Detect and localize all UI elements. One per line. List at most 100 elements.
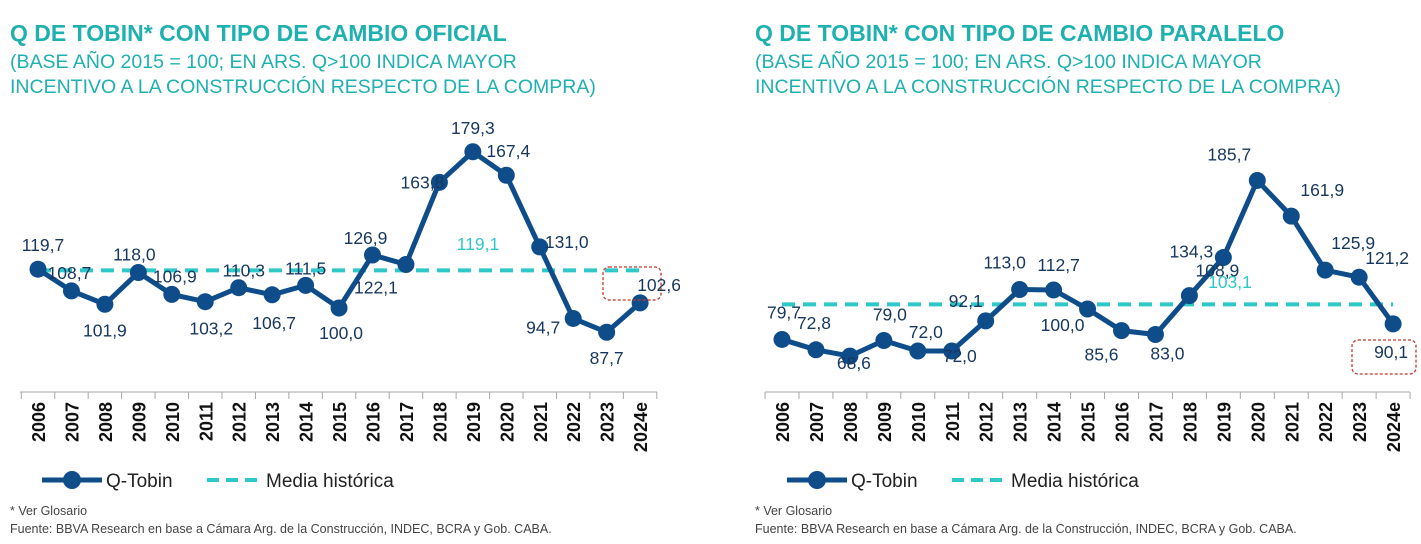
glossary-note: * Ver Glosario [10,504,88,518]
data-label: 90,1 [1374,342,1408,362]
x-tick-label: 2022 [564,402,584,442]
data-label: 87,7 [590,348,624,368]
chart-title: Q DE TOBIN* CON TIPO DE CAMBIO PARALELO [755,20,1285,46]
highlight-box [602,266,662,301]
x-tick-label: 2023 [598,402,618,442]
x-tick-label: 2021 [531,402,551,442]
chart-subtitle: (BASE AÑO 2015 = 100; EN ARS. Q>100 INDI… [755,51,1341,98]
data-point [364,246,381,264]
x-tick-label: 2006 [773,402,793,442]
x-tick-label: 2011 [196,402,216,441]
data-point [1384,315,1402,333]
data-point [397,255,415,273]
x-tick-label: 2006 [29,402,49,442]
chart-subtitle: (BASE AÑO 2015 = 100; EN ARS. Q>100 INDI… [10,51,596,98]
x-tick-label: 2010 [909,402,929,442]
data-label: 94,7 [526,317,560,337]
x-tick-label: 2012 [230,402,250,442]
data-point [564,309,582,327]
data-point [773,330,791,348]
x-tick-label: 2018 [1180,402,1200,442]
glossary-note: * Ver Glosario [755,504,833,518]
data-point [230,279,248,297]
x-tick-label: 2015 [330,402,350,442]
x-tick-label: 2018 [430,402,450,442]
data-point [1248,171,1266,189]
data-label: 85,6 [1084,345,1118,365]
data-label: 122,1 [354,277,398,297]
data-point [631,294,649,312]
data-label: 83,0 [1150,344,1184,364]
x-tick-label: 2016 [364,402,384,442]
data-point [875,332,893,349]
x-tick-label: 2014 [297,402,317,442]
x-tick-label: 2024e [1384,402,1404,452]
data-point [1282,207,1300,225]
x-tick-label: 2011 [943,402,963,441]
data-point [909,342,927,360]
data-label: 125,9 [1331,233,1375,253]
data-point [163,285,181,303]
data-point [1214,249,1232,267]
data-label: 185,7 [1207,144,1251,164]
data-label: 118,0 [113,245,156,265]
line-chart-oficial: 2006 2007 2008 2009 2010 2011 2012 2013 2014 2015… [20,118,680,492]
data-label: 108,9 [1196,261,1240,281]
data-point [330,299,348,317]
data-label: 179,3 [451,118,495,138]
highlight-box [1351,339,1417,375]
x-tick-label: 2019 [1214,402,1234,442]
legend-marker-q-tobin [808,471,826,489]
x-tick-label: 2012 [977,402,997,442]
data-point [297,276,315,294]
x-tick-label: 2009 [875,402,895,442]
data-point [263,286,281,304]
series-line-q-tobin [781,177,1396,359]
data-label: 72,8 [797,313,831,333]
data-label: 79,0 [873,305,907,325]
x-tick-label: 2007 [62,402,82,442]
x-tick-label: 2008 [841,402,861,442]
data-label: 134,3 [1169,242,1213,262]
legend-label-media-historica: Media histórica [1011,471,1139,492]
data-point [62,282,80,300]
data-label: 102,6 [637,275,680,295]
data-point [1180,287,1198,305]
x-tick-label: 2024e [631,402,651,452]
data-label: 103,2 [189,319,233,339]
x-tick-label: 2009 [129,402,149,442]
data-point [841,347,859,365]
data-point [196,293,214,311]
x-tick-label: 2022 [1316,402,1336,442]
data-label: 72,0 [909,322,943,342]
chart-title: Q DE TOBIN* CON TIPO DE CAMBIO OFICIAL [10,20,507,46]
data-point [1045,281,1063,299]
x-tick-label: 2016 [1113,402,1133,442]
line-chart-paralelo: 2006 2007 2008 2009 2010 2011 2012 2013 2014 2015… [764,144,1417,492]
data-label: 126,9 [344,228,388,248]
data-point [464,143,482,161]
x-tick-label: 2017 [1146,402,1166,442]
data-label: 163,8 [401,172,445,192]
x-tick-label: 2021 [1282,402,1302,442]
x-tick-label: 2010 [163,402,183,442]
data-label: 113,0 [983,253,1026,273]
legend-label-q-tobin: Q-Tobin [851,471,918,492]
legend-marker-q-tobin [63,471,81,489]
data-label: 92,1 [949,291,983,311]
data-label: 72,0 [943,346,977,366]
legend-label-media-historica: Media histórica [266,471,394,492]
source-note: Fuente: BBVA Research en base a Cámara A… [10,522,552,536]
data-label: 131,0 [545,232,589,252]
data-point [1146,326,1164,343]
x-tick-label: 2013 [1011,402,1031,442]
x-tick-label: 2008 [96,402,116,442]
data-label: 111,5 [285,258,326,278]
x-tick-label: 2019 [464,402,484,442]
mean-label: 119,1 [457,234,500,254]
data-point [977,312,995,330]
data-label: 110,3 [222,261,265,281]
data-label: 121,2 [1365,248,1409,268]
data-label: 68,6 [837,353,871,373]
data-point [807,341,825,359]
